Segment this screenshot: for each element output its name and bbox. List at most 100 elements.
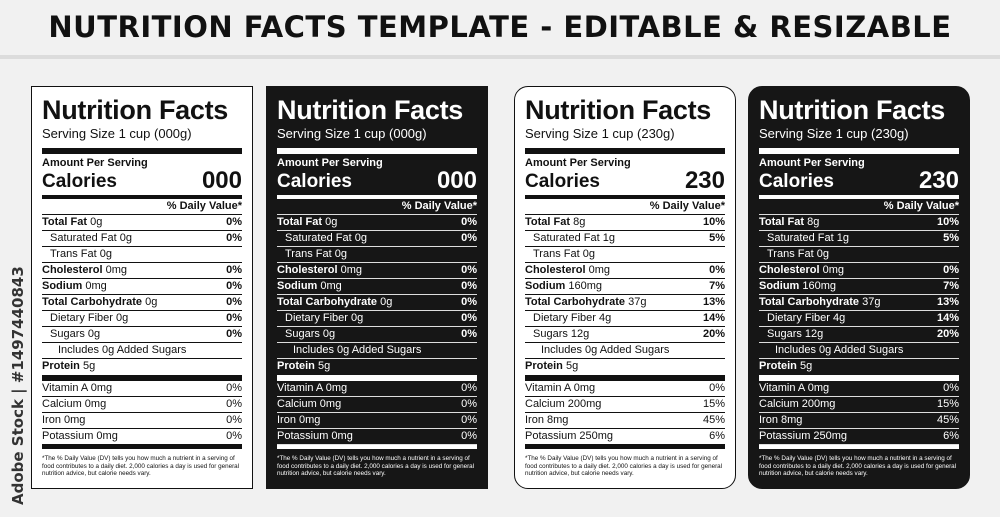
protein-row: Protein 5g	[42, 360, 96, 372]
calcium-row: Calcium 0mg 0%	[277, 397, 477, 413]
header-divider	[0, 55, 1000, 59]
cholesterol-row: Cholesterol 0mg 0%	[759, 263, 959, 279]
vitamin-a-row: Vitamin A 0mg 0%	[42, 381, 242, 397]
sugars-row: Sugars 12g 20%	[759, 327, 959, 343]
calories-value: 230	[918, 167, 959, 194]
trans-fat-row: Trans Fat 0g	[525, 247, 725, 263]
calories-value: 000	[436, 167, 477, 194]
medium-rule	[277, 195, 477, 199]
serving-size: Serving Size 1 cup (000g)	[42, 126, 192, 141]
sodium-row: Sodium 0mg 0%	[277, 279, 477, 295]
label-title: Nutrition Facts	[759, 95, 946, 125]
nutrition-label-1: Nutrition Facts Serving Size 1 cup (000g…	[31, 86, 253, 489]
thick-rule	[759, 375, 959, 381]
calories-label: Calories	[42, 171, 117, 192]
bottom-rule	[42, 445, 242, 449]
potassium-row: Potassium 0mg 0%	[42, 429, 242, 445]
daily-value-header: % Daily Value*	[42, 199, 242, 215]
watermark: Adobe Stock | #1497440843	[9, 265, 31, 505]
calories-value: 230	[684, 167, 725, 194]
label-title: Nutrition Facts	[42, 95, 229, 125]
bottom-rule	[525, 445, 725, 449]
cholesterol-row: Cholesterol 0mg 0%	[42, 263, 242, 279]
serving-size: Serving Size 1 cup (230g)	[525, 126, 675, 141]
saturated-fat-row: Saturated Fat 0g 0%	[277, 231, 477, 247]
vitamin-a-row: Vitamin A 0mg 0%	[525, 381, 725, 397]
bottom-rule	[277, 445, 477, 449]
added-sugars-row: Includes 0g Added Sugars	[525, 343, 725, 359]
total-carb-row: Total Carbohydrate 0g 0%	[42, 295, 242, 311]
total-carb-row: Total Carbohydrate 37g 13%	[759, 295, 959, 311]
cholesterol-row: Cholesterol 0mg 0%	[277, 263, 477, 279]
sugars-row: Sugars 0g 0%	[42, 327, 242, 343]
trans-fat-row: Trans Fat 0g	[42, 247, 242, 263]
saturated-fat-row: Saturated Fat 0g 0%	[42, 231, 242, 247]
page-title: NUTRITION FACTS TEMPLATE - EDITABLE & RE…	[48, 10, 952, 44]
medium-rule	[42, 195, 242, 199]
calcium-row: Calcium 200mg 15%	[759, 397, 959, 413]
footnote: *The % Daily Value (DV) tells you how mu…	[759, 455, 957, 477]
bottom-rule	[759, 445, 959, 449]
label-title: Nutrition Facts	[525, 95, 712, 125]
added-sugars-row: Includes 0g Added Sugars	[277, 343, 477, 359]
amount-per-serving: Amount Per Serving	[759, 157, 865, 169]
footnote: *The % Daily Value (DV) tells you how mu…	[525, 455, 723, 477]
daily-value-header: % Daily Value*	[277, 199, 477, 215]
calcium-row: Calcium 200mg 15%	[525, 397, 725, 413]
medium-rule	[525, 195, 725, 199]
thick-rule	[42, 375, 242, 381]
total-carb-row: Total Carbohydrate 37g 13%	[525, 295, 725, 311]
added-sugars-row: Includes 0g Added Sugars	[759, 343, 959, 359]
thick-rule	[277, 375, 477, 381]
calories-row: Calories 230	[525, 169, 725, 193]
fiber-row: Dietary Fiber 4g 14%	[759, 311, 959, 327]
page-header: NUTRITION FACTS TEMPLATE - EDITABLE & RE…	[0, 0, 1000, 56]
total-fat-row: Total Fat 0g 0%	[277, 215, 477, 231]
medium-rule	[759, 195, 959, 199]
total-fat-row: Total Fat 8g 10%	[759, 215, 959, 231]
calories-label: Calories	[759, 171, 834, 192]
trans-fat-row: Trans Fat 0g	[759, 247, 959, 263]
sugars-row: Sugars 12g 20%	[525, 327, 725, 343]
potassium-row: Potassium 0mg 0%	[277, 429, 477, 445]
nutrition-label-2: Nutrition Facts Serving Size 1 cup (000g…	[266, 86, 488, 489]
amount-per-serving: Amount Per Serving	[42, 157, 148, 169]
trans-fat-row: Trans Fat 0g	[277, 247, 477, 263]
daily-value-header: % Daily Value*	[525, 199, 725, 215]
calories-row: Calories 230	[759, 169, 959, 193]
protein-row: Protein 5g	[759, 360, 813, 372]
saturated-fat-row: Saturated Fat 1g 5%	[525, 231, 725, 247]
thick-rule	[525, 148, 725, 154]
saturated-fat-row: Saturated Fat 1g 5%	[759, 231, 959, 247]
serving-size: Serving Size 1 cup (000g)	[277, 126, 427, 141]
fiber-row: Dietary Fiber 0g 0%	[277, 311, 477, 327]
thick-rule	[525, 375, 725, 381]
total-carb-row: Total Carbohydrate 0g 0%	[277, 295, 477, 311]
footnote: *The % Daily Value (DV) tells you how mu…	[42, 455, 240, 477]
vitamin-a-row: Vitamin A 0mg 0%	[759, 381, 959, 397]
sodium-row: Sodium 0mg 0%	[42, 279, 242, 295]
watermark-text: Adobe Stock | #1497440843	[9, 266, 27, 505]
thick-rule	[277, 148, 477, 154]
cholesterol-row: Cholesterol 0mg 0%	[525, 263, 725, 279]
thick-rule	[759, 148, 959, 154]
sodium-row: Sodium 160mg 7%	[525, 279, 725, 295]
daily-value-header: % Daily Value*	[759, 199, 959, 215]
calories-label: Calories	[525, 171, 600, 192]
vitamin-a-row: Vitamin A 0mg 0%	[277, 381, 477, 397]
iron-row: Iron 8mg 45%	[525, 413, 725, 429]
amount-per-serving: Amount Per Serving	[525, 157, 631, 169]
fiber-row: Dietary Fiber 0g 0%	[42, 311, 242, 327]
total-fat-row: Total Fat 0g 0%	[42, 215, 242, 231]
calories-value: 000	[201, 167, 242, 194]
fiber-row: Dietary Fiber 4g 14%	[525, 311, 725, 327]
iron-row: Iron 8mg 45%	[759, 413, 959, 429]
iron-row: Iron 0mg 0%	[277, 413, 477, 429]
protein-row: Protein 5g	[277, 360, 331, 372]
label-title: Nutrition Facts	[277, 95, 464, 125]
sodium-row: Sodium 160mg 7%	[759, 279, 959, 295]
potassium-row: Potassium 250mg 6%	[525, 429, 725, 445]
iron-row: Iron 0mg 0%	[42, 413, 242, 429]
nutrition-label-4: Nutrition Facts Serving Size 1 cup (230g…	[748, 86, 970, 489]
nutrition-label-3: Nutrition Facts Serving Size 1 cup (230g…	[514, 86, 736, 489]
